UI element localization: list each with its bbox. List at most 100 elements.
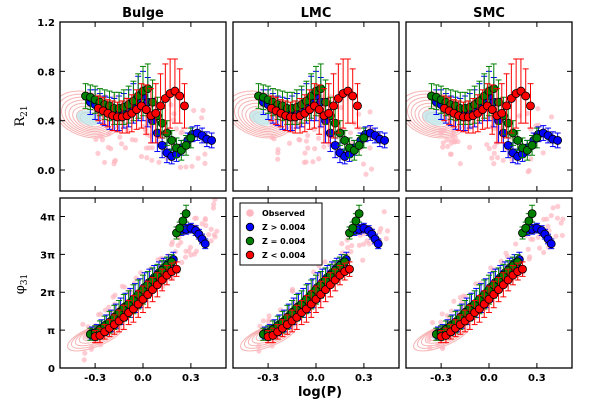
data-point bbox=[502, 101, 511, 111]
panel-title-lmc: LMC bbox=[301, 6, 332, 21]
observed-point bbox=[553, 233, 559, 239]
panel-bottom-lmc: -0.3 0.0 0.3 bbox=[232, 197, 400, 384]
observed-point bbox=[451, 298, 457, 304]
x-tick-label: 0.3 bbox=[528, 373, 546, 384]
series-z-0-004 bbox=[439, 58, 535, 144]
x-tick-label: 0.0 bbox=[134, 373, 152, 384]
observed-point bbox=[426, 332, 432, 339]
observed-point bbox=[427, 345, 433, 351]
y-tick-label: 0.8 bbox=[37, 67, 55, 78]
observed-point bbox=[289, 286, 296, 292]
observed-point bbox=[303, 159, 309, 165]
observed-point bbox=[541, 249, 547, 256]
observed-point bbox=[438, 130, 444, 136]
series-z-0-004 bbox=[436, 261, 527, 344]
data-point bbox=[207, 136, 217, 145]
observed-point bbox=[383, 235, 389, 242]
y-tick-label: 3π bbox=[40, 250, 55, 261]
bottom-row-ylabel-sub: 31 bbox=[20, 274, 30, 285]
data-point bbox=[521, 91, 531, 101]
observed-point bbox=[97, 133, 104, 139]
observed-point bbox=[367, 109, 373, 115]
observed-point bbox=[111, 161, 117, 167]
observed-point bbox=[322, 259, 328, 265]
observed-point bbox=[429, 319, 436, 326]
observed-point bbox=[129, 137, 135, 143]
observed-point bbox=[316, 156, 322, 162]
observed-point bbox=[484, 142, 490, 148]
series-z-0-004 bbox=[263, 261, 354, 344]
observed-point bbox=[106, 131, 112, 137]
data-point bbox=[351, 216, 361, 226]
observed-point bbox=[548, 114, 555, 120]
observed-point bbox=[467, 144, 473, 150]
data-point bbox=[354, 209, 364, 219]
y-tick-label: 0.0 bbox=[37, 166, 55, 177]
observed-point bbox=[447, 151, 454, 157]
data-point bbox=[553, 136, 563, 145]
observed-core bbox=[249, 110, 273, 126]
data-point bbox=[521, 223, 531, 233]
data-point bbox=[527, 209, 537, 219]
observed-point bbox=[455, 138, 461, 145]
observed-point bbox=[310, 159, 316, 165]
observed-point bbox=[360, 161, 367, 167]
bottom-row-ylabel: φ31 bbox=[13, 274, 30, 295]
data-point bbox=[151, 108, 161, 118]
observed-point bbox=[138, 270, 144, 276]
observed-point bbox=[203, 222, 209, 229]
observed-point bbox=[191, 251, 198, 257]
observed-point bbox=[178, 130, 184, 136]
observed-point bbox=[473, 281, 479, 287]
observed-point bbox=[117, 134, 123, 140]
data-point bbox=[186, 133, 196, 143]
data-point bbox=[178, 216, 188, 226]
observed-point bbox=[288, 125, 294, 131]
observed-point bbox=[440, 144, 446, 150]
data-point bbox=[141, 105, 151, 114]
observed-point bbox=[537, 245, 543, 251]
x-tick-label: 0.3 bbox=[355, 373, 373, 384]
observed-point bbox=[99, 137, 106, 143]
observed-core bbox=[422, 110, 446, 126]
observed-point bbox=[348, 249, 354, 255]
observed-point bbox=[102, 94, 108, 100]
data-point bbox=[348, 91, 358, 101]
observed-point bbox=[491, 144, 498, 150]
observed-point bbox=[560, 216, 566, 222]
x-tick-label: -0.3 bbox=[84, 373, 106, 384]
observed-point bbox=[195, 155, 201, 161]
panel-top-lmc: LMC bbox=[232, 6, 400, 192]
observed-point bbox=[297, 137, 303, 143]
x-tick-label: -0.3 bbox=[257, 373, 279, 384]
observed-point bbox=[321, 144, 327, 150]
legend-marker bbox=[245, 250, 255, 260]
observed-point bbox=[535, 234, 541, 240]
observed-density bbox=[67, 198, 220, 363]
observed-point bbox=[108, 146, 114, 152]
observed-point bbox=[183, 164, 189, 170]
data-point bbox=[526, 101, 535, 111]
observed-point bbox=[82, 350, 88, 356]
data-point bbox=[353, 101, 362, 111]
observed-point bbox=[486, 146, 492, 152]
observed-point bbox=[189, 163, 195, 169]
observed-point bbox=[384, 228, 391, 234]
observed-point bbox=[439, 311, 445, 317]
observed-point bbox=[316, 135, 322, 141]
observed-point bbox=[363, 171, 369, 177]
series-z-0-004 bbox=[266, 58, 362, 144]
observed-point bbox=[554, 215, 561, 221]
observed-point bbox=[457, 161, 463, 167]
observed-point bbox=[193, 215, 199, 221]
observed-point bbox=[202, 151, 208, 157]
observed-point bbox=[208, 226, 214, 232]
observed-point bbox=[349, 242, 355, 249]
observed-point bbox=[269, 134, 275, 141]
observed-point bbox=[303, 138, 310, 144]
y-tick-label: 0.4 bbox=[37, 117, 55, 128]
observed-point bbox=[133, 275, 139, 281]
observed-point bbox=[498, 258, 504, 264]
observed-point bbox=[525, 110, 531, 117]
panel-bottom-smc: -0.3 0.0 0.3 bbox=[405, 197, 573, 384]
